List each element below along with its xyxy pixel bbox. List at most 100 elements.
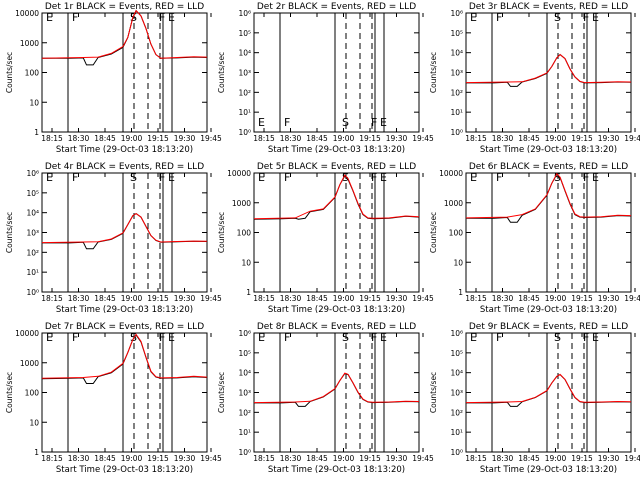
chart-title: Det 4r BLACK = Events, RED = LLD <box>45 162 204 172</box>
x-tick-label: 19:45 <box>624 294 640 303</box>
marker-label: S <box>342 331 349 344</box>
y-tick-label: 10000 <box>439 169 463 178</box>
x-tick-label: 19:30 <box>174 134 196 143</box>
marker-label: E <box>46 171 53 184</box>
y-tick-label: 10¹ <box>26 268 39 277</box>
marker-label: S <box>342 116 349 129</box>
x-tick-label: 19:45 <box>412 454 434 463</box>
x-tick-label: 19:30 <box>386 134 408 143</box>
lld-series <box>465 373 632 404</box>
x-tick-label: 19:30 <box>598 454 620 463</box>
y-tick-label: 10⁵ <box>26 189 39 198</box>
x-axis-label: Start Time (29-Oct-03 18:13:20) <box>268 305 405 315</box>
detector-chart-1: Det 1r BLACK = Events, RED = LLD Start Ti… <box>5 2 222 155</box>
y-tick-label: 10⁶ <box>238 329 251 338</box>
y-tick-label: 1 <box>458 288 463 297</box>
x-tick-label: 18:15 <box>253 454 275 463</box>
plot-frame <box>253 332 420 453</box>
y-tick-label: 1000 <box>20 39 39 48</box>
x-tick-label: 18:15 <box>253 134 275 143</box>
detector-chart-6: Det 6r BLACK = Events, RED = LLD Start Ti… <box>429 162 640 315</box>
y-tick-label: 10⁶ <box>238 9 251 18</box>
detector-chart-4: Det 4r BLACK = Events, RED = LLD Start Ti… <box>5 162 222 315</box>
y-tick-label: 10¹ <box>450 428 463 437</box>
y-tick-label: 1000 <box>20 359 39 368</box>
y-tick-label: 10⁵ <box>238 349 251 358</box>
y-tick-label: 10⁰ <box>238 448 251 457</box>
x-tick-label: 18:30 <box>68 134 90 143</box>
x-tick-label: 19:15 <box>571 134 593 143</box>
x-tick-label: 18:30 <box>492 294 514 303</box>
marker-label: E <box>592 11 599 24</box>
marker-label: E <box>168 11 175 24</box>
x-tick-label: 19:45 <box>624 134 640 143</box>
marker-label: F <box>284 331 290 344</box>
marker-label: F <box>159 171 165 184</box>
x-tick-label: 18:30 <box>492 454 514 463</box>
chart-title: Det 8r BLACK = Events, RED = LLD <box>257 322 416 332</box>
x-tick-label: 19:45 <box>200 454 222 463</box>
y-tick-label: 1 <box>34 128 39 137</box>
marker-label: E <box>470 11 477 24</box>
plot-frame <box>41 172 208 293</box>
y-tick-label: 100 <box>25 389 40 398</box>
chart-title: Det 5r BLACK = Events, RED = LLD <box>257 162 416 172</box>
x-tick-label: 19:00 <box>545 454 567 463</box>
x-tick-label: 18:45 <box>306 454 328 463</box>
marker-label: E <box>592 331 599 344</box>
y-tick-label: 10¹ <box>238 428 251 437</box>
lld-series <box>41 9 208 59</box>
y-tick-label: 10³ <box>450 389 463 398</box>
events-series <box>466 173 632 223</box>
y-tick-label: 10 <box>453 258 463 267</box>
y-tick-label: 10⁵ <box>450 29 463 38</box>
marker-label: F <box>583 11 589 24</box>
y-tick-label: 10⁶ <box>450 329 463 338</box>
x-tick-label: 18:15 <box>465 454 487 463</box>
lld-series <box>465 172 632 219</box>
x-tick-label: 18:15 <box>253 294 275 303</box>
plot-frame <box>41 332 208 453</box>
marker-label: S <box>554 331 561 344</box>
marker-label: E <box>380 171 387 184</box>
x-tick-label: 19:30 <box>598 294 620 303</box>
x-axis-label: Start Time (29-Oct-03 18:13:20) <box>56 145 193 155</box>
x-tick-label: 19:00 <box>121 454 143 463</box>
events-series <box>42 212 208 250</box>
x-axis-label: Start Time (29-Oct-03 18:13:20) <box>480 305 617 315</box>
plot-frame <box>465 332 632 453</box>
x-tick-label: 18:30 <box>68 454 90 463</box>
marker-label: F <box>371 116 377 129</box>
marker-label: F <box>583 331 589 344</box>
marker-label: F <box>496 171 502 184</box>
lld-series <box>41 333 208 379</box>
y-axis-label: Counts/sec <box>429 52 438 93</box>
detector-chart-9: Det 9r BLACK = Events, RED = LLD Start Ti… <box>429 322 640 475</box>
x-axis-label: Start Time (29-Oct-03 18:13:20) <box>480 465 617 475</box>
y-tick-label: 1000 <box>444 199 463 208</box>
y-tick-label: 10² <box>26 248 39 257</box>
y-tick-label: 1 <box>246 288 251 297</box>
x-tick-label: 18:15 <box>41 134 63 143</box>
y-tick-label: 10² <box>238 408 251 417</box>
y-tick-label: 10² <box>238 88 251 97</box>
marker-label: F <box>371 171 377 184</box>
marker-label: F <box>159 11 165 24</box>
y-tick-label: 10⁴ <box>238 369 251 378</box>
x-axis-label: Start Time (29-Oct-03 18:13:20) <box>56 465 193 475</box>
x-tick-label: 18:45 <box>518 134 540 143</box>
chart-title: Det 3r BLACK = Events, RED = LLD <box>469 2 628 12</box>
y-axis-label: Counts/sec <box>5 52 14 93</box>
y-axis-label: Counts/sec <box>217 372 226 413</box>
plot-frame <box>253 12 420 133</box>
x-tick-label: 19:00 <box>333 294 355 303</box>
x-axis-label: Start Time (29-Oct-03 18:13:20) <box>268 145 405 155</box>
x-tick-label: 19:45 <box>412 294 434 303</box>
y-tick-label: 100 <box>25 69 40 78</box>
y-tick-label: 10000 <box>15 329 39 338</box>
detector-chart-8: Det 8r BLACK = Events, RED = LLD Start Ti… <box>217 322 434 475</box>
detector-chart-5: Det 5r BLACK = Events, RED = LLD Start Ti… <box>217 162 434 315</box>
x-axis-label: Start Time (29-Oct-03 18:13:20) <box>56 305 193 315</box>
x-tick-label: 18:45 <box>306 294 328 303</box>
